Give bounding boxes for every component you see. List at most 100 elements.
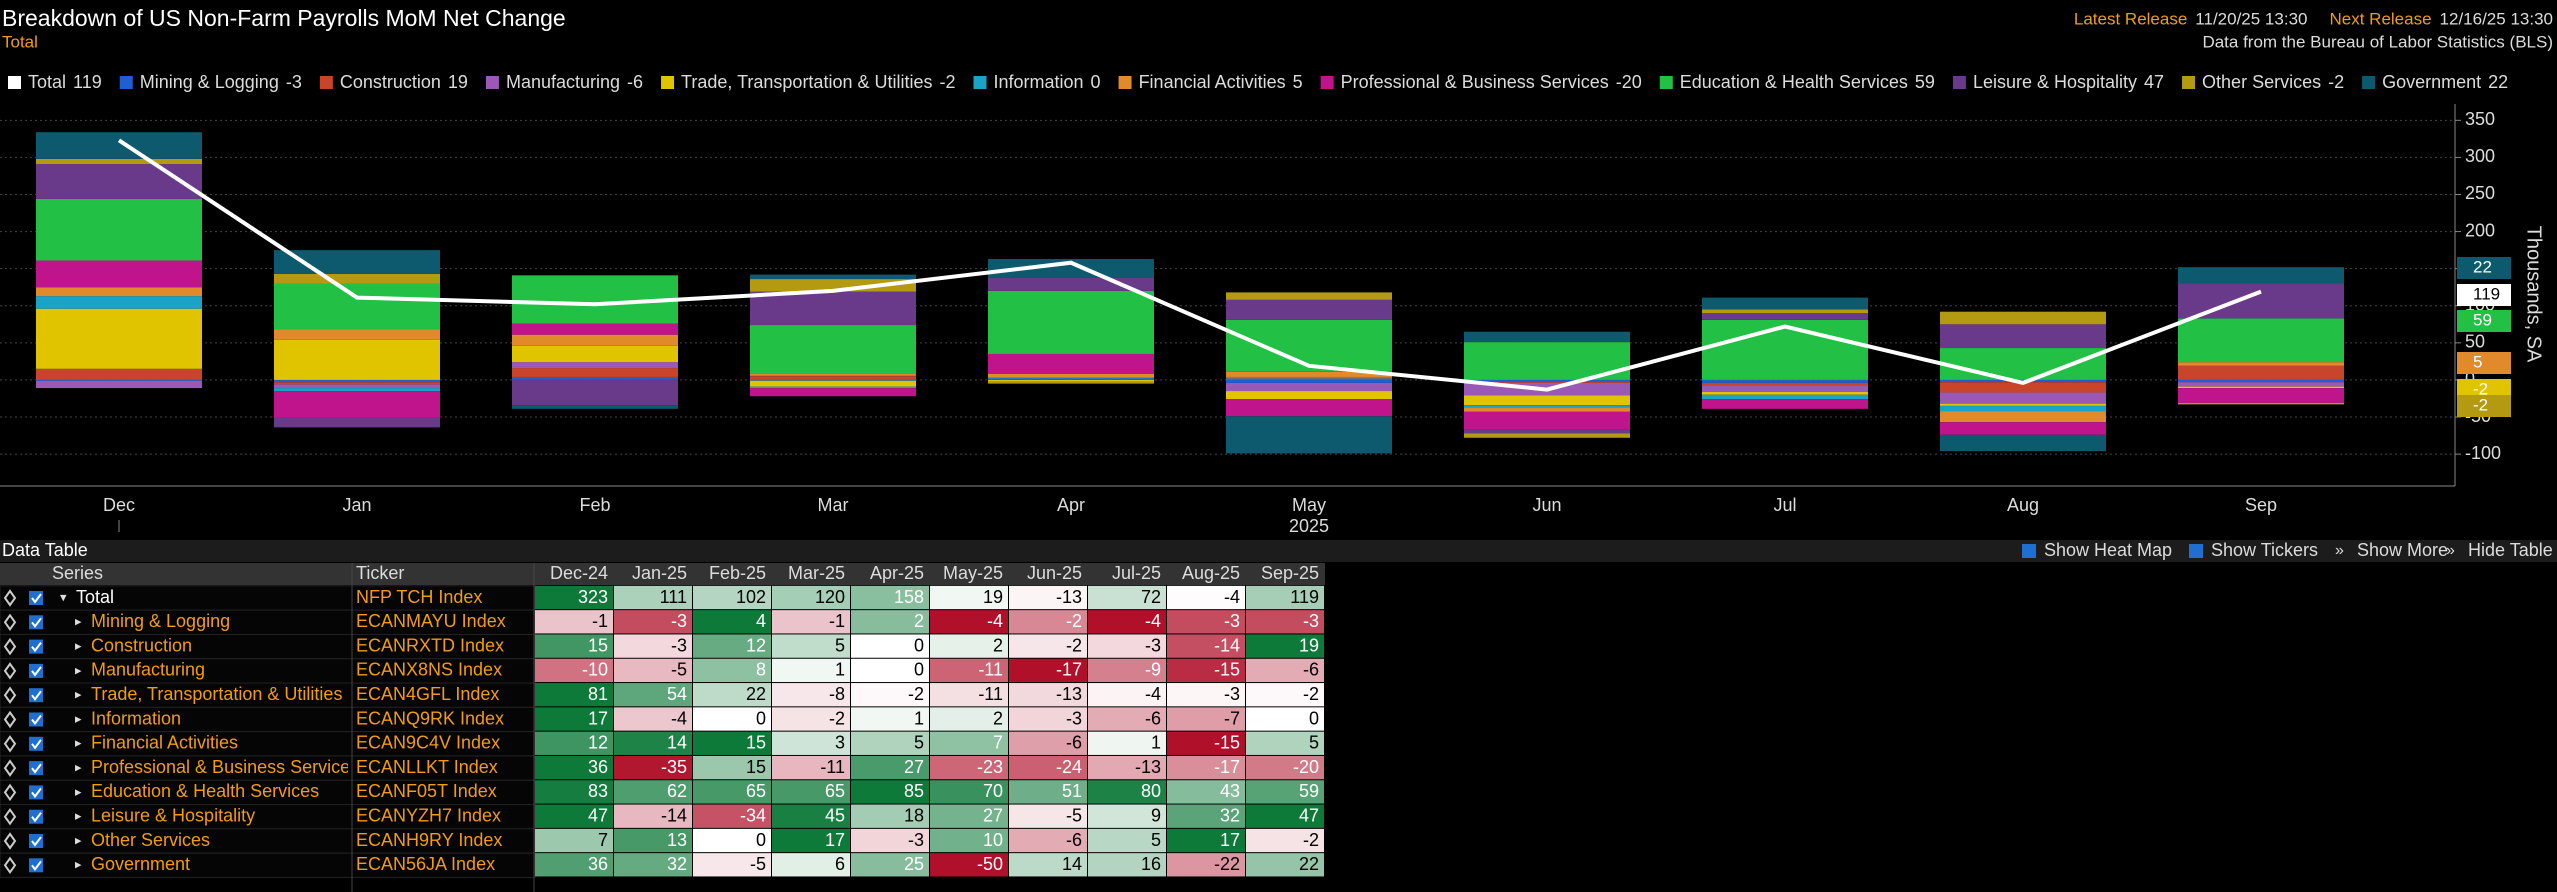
bar-segment xyxy=(1226,376,1392,379)
row-checkbox[interactable] xyxy=(29,809,43,824)
toolbar-button[interactable]: Show Heat Map xyxy=(2044,540,2172,560)
heat-cell xyxy=(930,853,1008,877)
row-checkbox[interactable] xyxy=(29,785,43,800)
heat-cell xyxy=(851,731,929,755)
heat-cell xyxy=(535,804,613,828)
row-expander: ▸ xyxy=(75,662,82,677)
bar-segment xyxy=(274,379,440,383)
release-info: 11/20/25 13:30 xyxy=(2195,9,2307,28)
legend-name: Government xyxy=(2382,72,2481,92)
bar-segment xyxy=(1226,371,1392,377)
row-handle xyxy=(3,662,17,680)
x-tick-label: Feb xyxy=(579,495,610,515)
bar-segment xyxy=(988,353,1154,374)
toolbar-button[interactable]: Show Tickers xyxy=(2211,540,2318,560)
row-checkbox[interactable] xyxy=(29,761,43,776)
heat-cell xyxy=(851,707,929,731)
row-checkbox[interactable] xyxy=(29,615,43,630)
value-tag-label: -2 xyxy=(2473,379,2488,398)
cell-value: 22 xyxy=(1299,854,1319,874)
cell-value: 15 xyxy=(746,757,766,777)
cell-value: -24 xyxy=(1056,757,1082,777)
heat-cell xyxy=(930,828,1008,853)
cell-value: -6 xyxy=(1066,830,1082,850)
column-header: Series xyxy=(52,563,103,583)
y-tick-label: 300 xyxy=(2465,146,2495,166)
legend-name: Mining & Logging xyxy=(140,72,279,92)
heat-cell xyxy=(1009,585,1087,610)
cell-value: -3 xyxy=(1145,635,1161,655)
heat-cell xyxy=(772,853,850,877)
row-handle xyxy=(3,613,17,632)
row-checkbox[interactable] xyxy=(29,858,43,873)
heat-cell xyxy=(535,610,613,634)
row-bg xyxy=(0,755,536,781)
row-checkbox[interactable] xyxy=(29,834,43,848)
cell-value: 5 xyxy=(914,733,924,753)
row-ticker: ECANF05T Index xyxy=(356,781,497,801)
toolbar-button[interactable]: Hide Table xyxy=(2468,540,2553,560)
heat-cell xyxy=(1246,731,1324,755)
cell-value: 13 xyxy=(667,830,687,850)
heat-cell xyxy=(930,780,1008,804)
row-expander: ▸ xyxy=(75,857,82,872)
cell-value: 14 xyxy=(1062,854,1082,874)
row-check xyxy=(31,763,42,774)
heat-cell xyxy=(1009,804,1087,828)
legend-name: Leisure & Hospitality xyxy=(1973,72,2137,92)
heat-cell xyxy=(693,780,771,804)
row-handle xyxy=(3,589,17,607)
row-checkbox[interactable] xyxy=(29,591,43,605)
cell-value: 14 xyxy=(667,733,687,753)
heat-cell xyxy=(1167,828,1245,853)
heat-cell xyxy=(772,634,850,658)
column-header: Sep-25 xyxy=(1261,563,1319,583)
toolbar-button[interactable]: Show More xyxy=(2357,540,2448,560)
row-ticker: NFP TCH Index xyxy=(356,587,482,607)
cell-value: 120 xyxy=(815,587,845,607)
value-tag-label: 119 xyxy=(2473,284,2500,303)
button-checkbox xyxy=(2022,544,2036,558)
legend-value: 47 xyxy=(2144,72,2164,92)
legend-value: 22 xyxy=(2488,72,2508,92)
heat-cell xyxy=(1009,610,1087,634)
bar-segment xyxy=(2178,362,2344,366)
heat-cell xyxy=(772,585,850,610)
heat-cell xyxy=(1246,707,1324,731)
heat-cell xyxy=(930,610,1008,634)
row-checkbox[interactable] xyxy=(29,688,43,703)
cell-value: 1 xyxy=(835,660,845,680)
bar-segment xyxy=(988,290,1154,354)
bar-segment xyxy=(1226,391,1392,400)
bar-segment xyxy=(988,378,1154,380)
column-header: Mar-25 xyxy=(788,563,845,583)
cell-value: 7 xyxy=(598,830,608,850)
bar-segment xyxy=(1940,324,2106,349)
heat-cell xyxy=(535,634,613,658)
row-checkbox[interactable] xyxy=(29,639,43,654)
cell-value: 80 xyxy=(1141,781,1161,801)
row-ticker: ECANX8NS Index xyxy=(356,660,502,680)
cell-value: 27 xyxy=(983,805,1003,825)
cell-value: -4 xyxy=(987,611,1003,631)
row-ticker: ECAN9C4V Index xyxy=(356,733,500,753)
bar-segment xyxy=(2178,388,2344,403)
row-checkbox[interactable] xyxy=(29,712,43,727)
heat-cell xyxy=(614,804,692,828)
row-name: Professional & Business Services xyxy=(91,757,359,777)
cell-value: 2 xyxy=(914,611,924,631)
value-tag-label: -2 xyxy=(2473,395,2488,414)
bar-segment xyxy=(1702,297,1868,310)
release-info: Next Release xyxy=(2329,9,2431,28)
button-checkbox xyxy=(2189,544,2203,558)
cell-value: 32 xyxy=(1220,805,1240,825)
row-checkbox[interactable] xyxy=(29,663,43,678)
legend-swatch xyxy=(1118,76,1132,89)
row-expander: ▾ xyxy=(60,589,67,604)
row-checkbox[interactable] xyxy=(29,736,43,751)
cell-value: -13 xyxy=(1056,587,1082,607)
cell-value: 27 xyxy=(904,757,924,777)
cell-value: 15 xyxy=(746,733,766,753)
x-tick-label: Dec xyxy=(103,495,135,515)
heat-cell xyxy=(535,853,613,877)
